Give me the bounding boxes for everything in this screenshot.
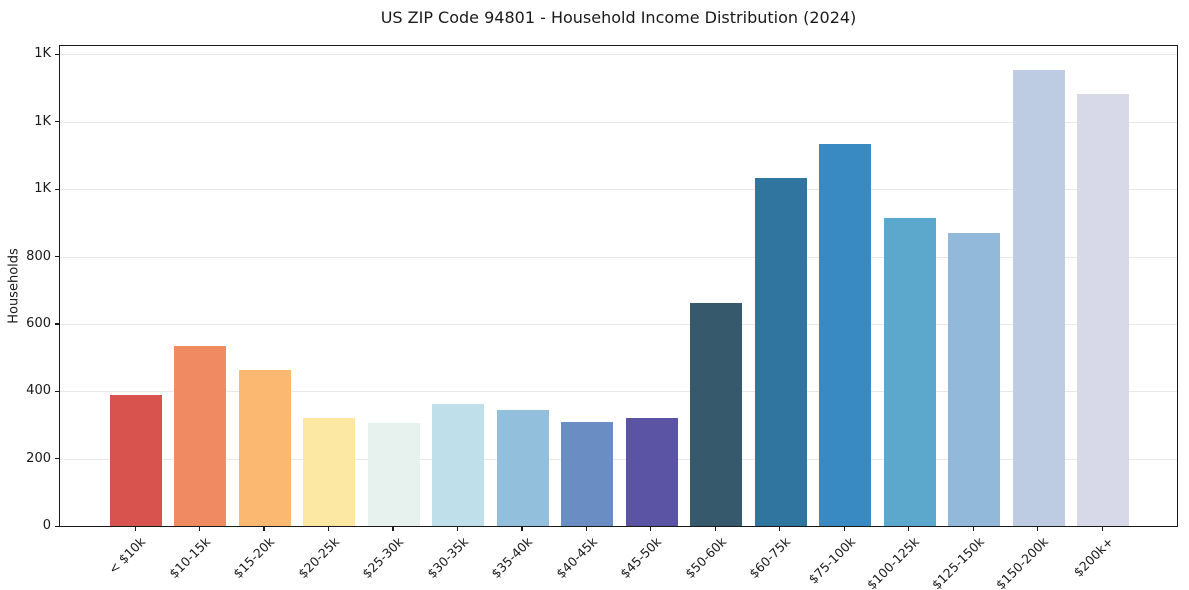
x-tick-label: < $10k [105,534,149,577]
x-tick-label: $150-200k [992,534,1052,590]
x-tick-mark [198,527,201,531]
y-tick-mark [55,525,59,527]
y-tick-mark [55,256,59,258]
x-tick-mark [843,527,845,531]
x-tick-label: $20-25k [294,534,343,582]
x-tick-label: $50-60k [681,534,729,582]
x-tick-mark [972,527,974,531]
x-tick-label: $35-40k [488,534,536,582]
x-tick-mark [392,527,394,531]
y-tick-mark [55,390,59,392]
bar-50-60k [690,303,743,526]
gridline [60,189,1177,191]
bar-10k [110,395,162,526]
x-tick-mark [134,527,136,531]
x-tick-mark [1101,527,1103,531]
y-tick-label: 1K [34,113,51,129]
y-tick-label: 600 [26,315,51,331]
gridline [60,458,1177,460]
y-tick-mark [55,53,59,56]
x-tick-mark [714,527,716,531]
bar-75-100k [819,144,872,526]
x-tick-mark [585,527,587,531]
gridline [60,121,1177,123]
y-tick-label: 800 [26,248,51,264]
gridline [60,256,1177,258]
x-tick-label: $40-45k [552,534,600,582]
y-tick-label: 200 [26,450,51,466]
y-tick-label: 0 [42,518,51,533]
x-tick-mark [263,527,265,531]
x-tick-label: $45-50k [617,534,665,582]
bar-100-125k [883,217,936,526]
x-tick-mark [1037,527,1039,531]
y-tick-label: 400 [26,383,51,399]
x-tick-label: $10-15k [166,534,214,582]
x-tick-mark [779,527,781,531]
y-tick-mark [55,188,59,190]
x-tick-mark [908,527,910,531]
x-tick-mark [327,527,330,531]
bar-40-45k [561,422,614,526]
x-tick-label: $25-30k [359,534,407,582]
x-tick-mark [650,527,652,531]
bar-20-25k [303,418,356,526]
bar-125-150k [948,232,1001,526]
bar-25-30k [367,423,420,526]
gridline [60,54,1177,56]
y-tick-label: 1K [34,181,51,197]
x-tick-label: $30-35k [423,534,471,582]
gridline [60,391,1177,393]
bar-60-75k [754,178,807,526]
y-tick-label: 1K [34,46,51,62]
bar-45-50k [625,418,678,526]
bar-35-40k [496,410,549,526]
y-tick-mark [55,121,59,123]
bar-30-35k [432,404,485,526]
chart-title: US ZIP Code 94801 - Household Income Dis… [380,8,857,27]
x-tick-label: $100-125k [863,534,923,590]
x-tick-mark [456,527,459,531]
y-tick-mark [55,458,59,460]
x-tick-label: $200k+ [1070,534,1116,580]
bar-10-15k [174,345,227,526]
x-tick-label: $60-75k [746,534,794,582]
bar-15-20k [238,369,291,526]
bar-200k+ [1077,93,1130,526]
x-tick-mark [521,527,523,531]
x-tick-label: $75-100k [805,534,858,587]
y-tick-mark [55,323,59,325]
gridline [60,323,1177,325]
plot-area [59,45,1178,527]
bar-150-200k [1012,69,1065,526]
x-tick-label: $15-20k [230,534,278,582]
x-tick-label: $125-150k [928,534,987,590]
